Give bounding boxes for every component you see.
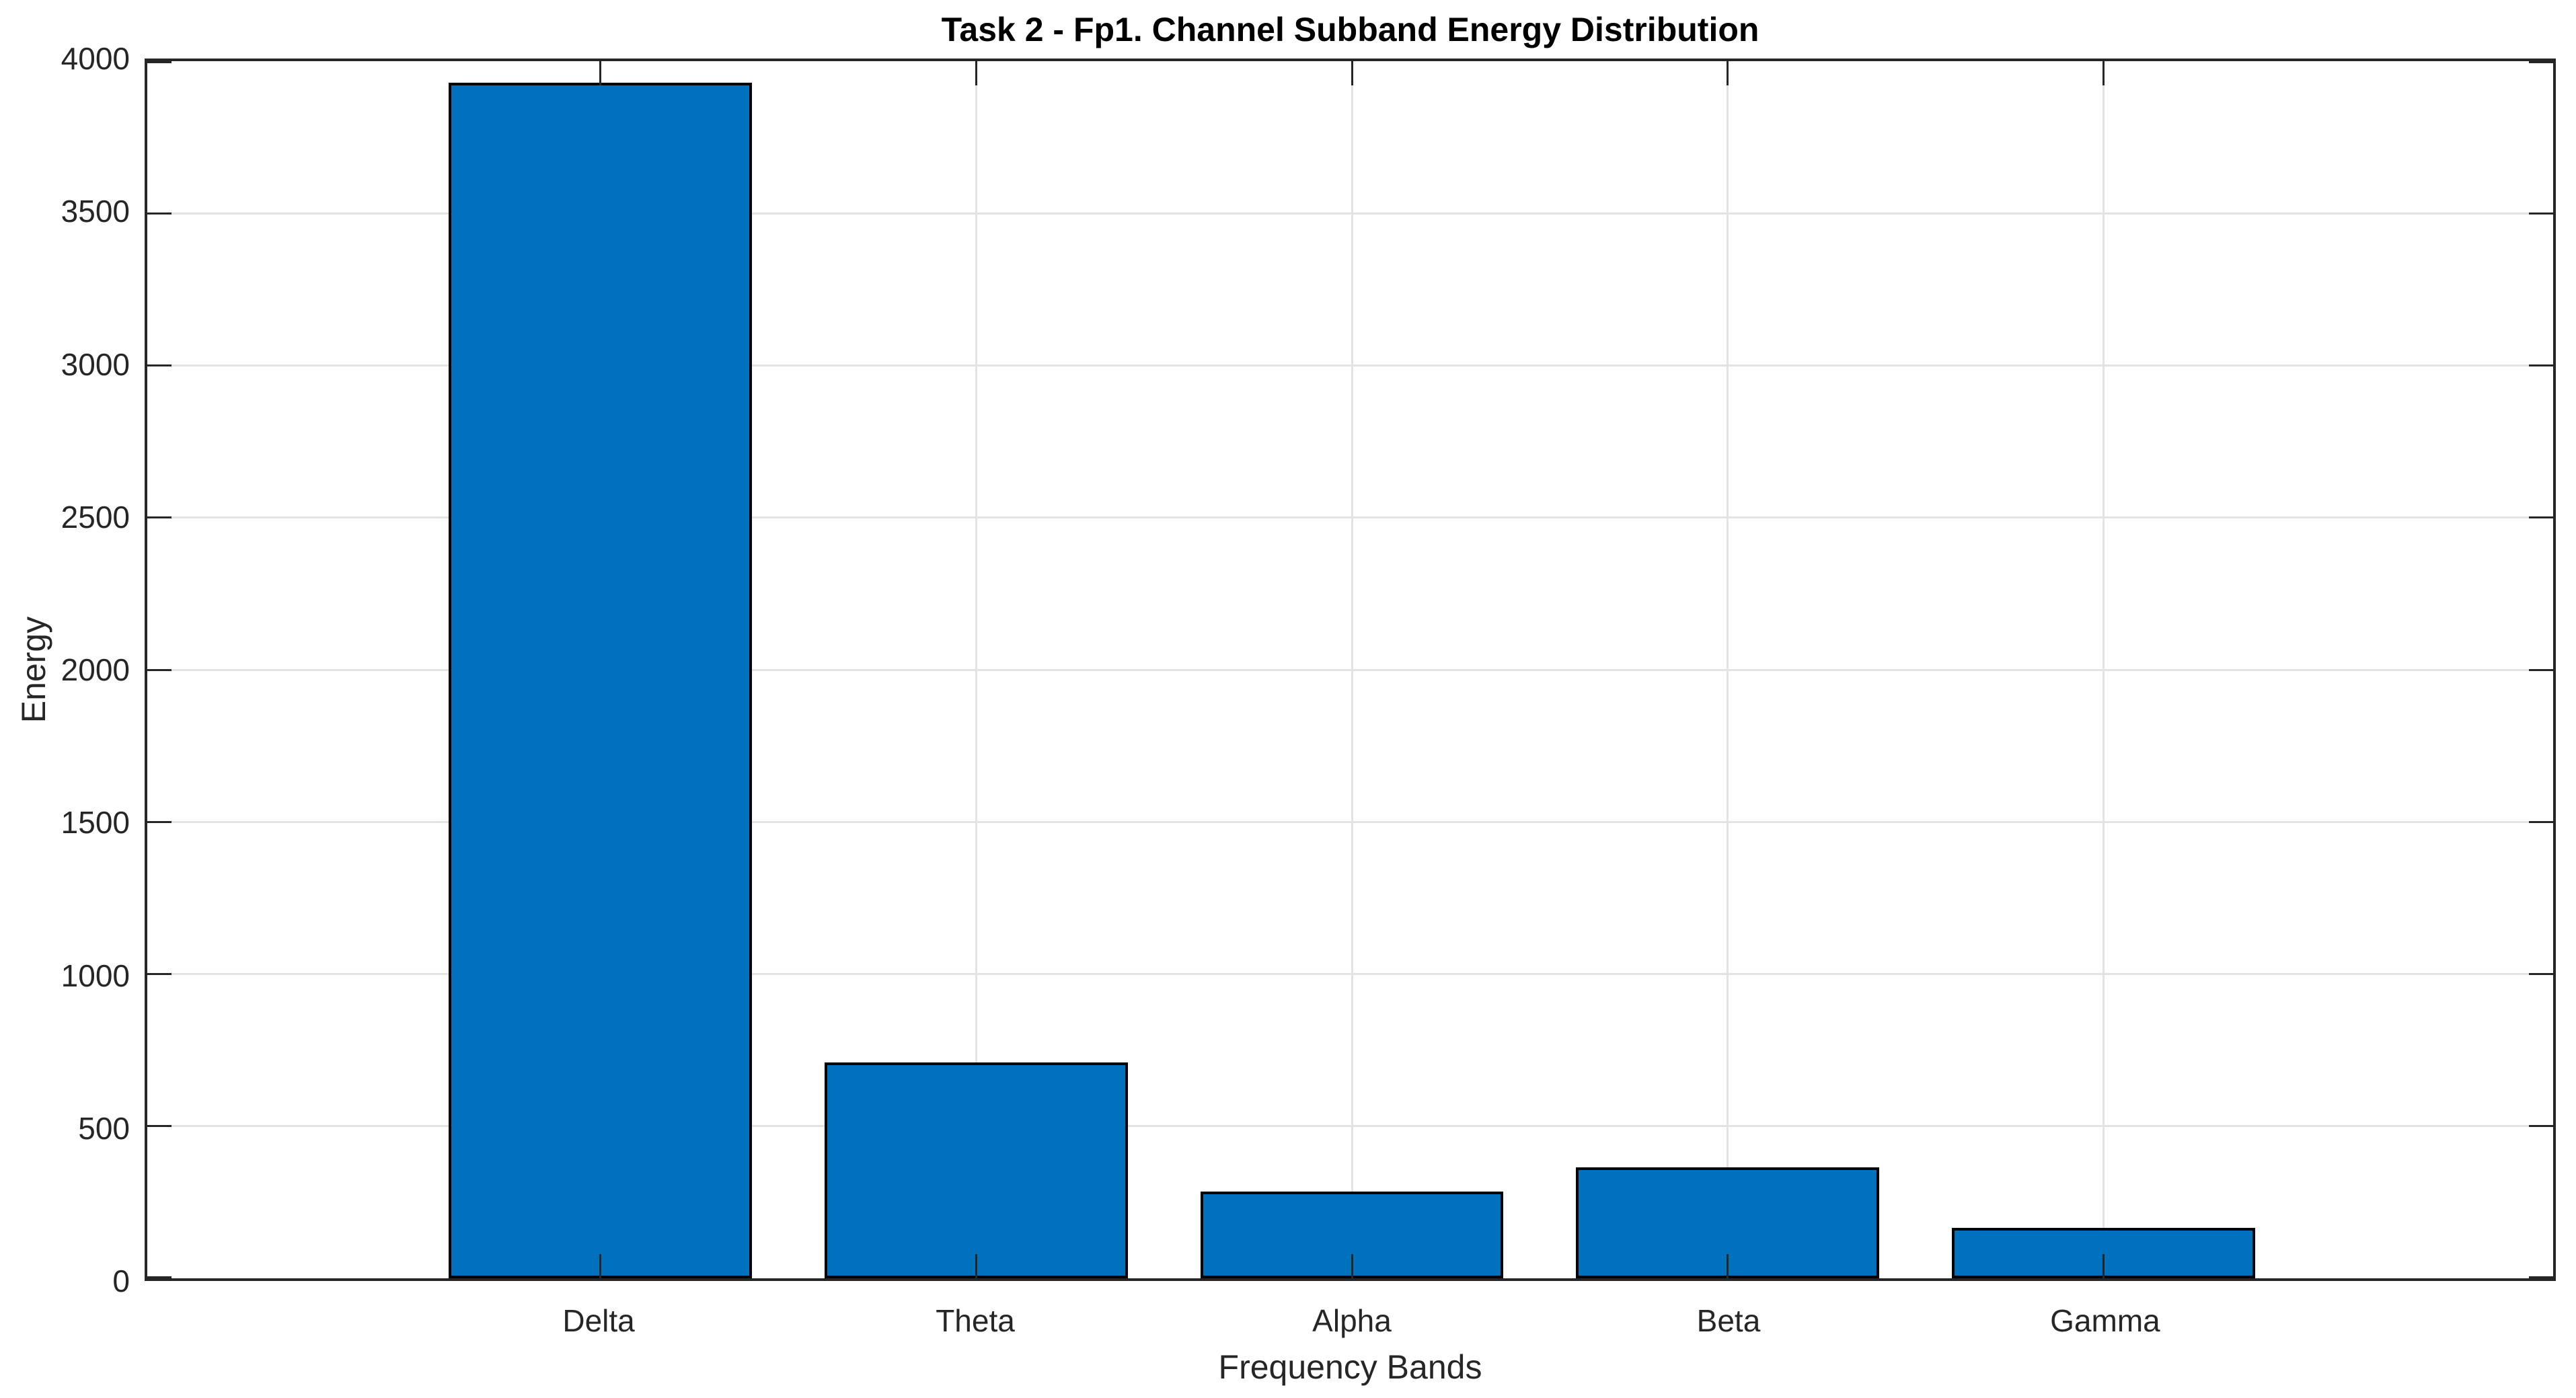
x-tick-top [599,61,602,85]
x-axis-label: Frequency Bands [1218,1348,1482,1386]
x-gridline [1351,61,1353,1278]
y-tick-label: 2000 [61,652,130,687]
y-gridline [147,1125,2553,1128]
y-tick-left [147,1125,172,1128]
y-gridline [147,364,2553,366]
y-tick-label: 4000 [61,41,130,76]
x-tick-bottom [2102,1254,2105,1278]
y-tick-left [147,973,172,975]
x-tick-bottom [975,1254,977,1278]
y-tick-left [147,1276,172,1278]
x-tick-bottom [599,1254,602,1278]
y-tick-label: 500 [78,1110,130,1146]
y-tick-label: 1000 [61,958,130,993]
x-gridline [1727,61,1729,1278]
x-tick-top [1727,61,1729,85]
chart-title: Task 2 - Fp1. Channel Subband Energy Dis… [941,11,1759,48]
x-gridline [2102,61,2105,1278]
x-tick-label-beta: Beta [1696,1303,1761,1338]
x-tick-top [2102,61,2105,85]
y-gridline [147,973,2553,975]
bar-delta [449,82,752,1278]
y-tick-label: 3500 [61,194,130,229]
y-gridline [147,516,2553,519]
y-tick-label: 2500 [61,499,130,535]
bar-theta [824,1062,1128,1278]
y-tick-right [2529,364,2553,366]
y-gridline [147,820,2553,823]
y-gridline [147,212,2553,215]
y-tick-left [147,820,172,823]
y-tick-left [147,668,172,671]
y-tick-left [147,61,172,63]
plot-area [145,59,2556,1281]
y-tick-right [2529,1276,2553,1278]
x-tick-label-theta: Theta [936,1303,1015,1338]
y-tick-label: 3000 [61,346,130,382]
x-tick-bottom [1727,1254,1729,1278]
y-gridline [147,668,2553,671]
y-tick-right [2529,820,2553,823]
y-tick-right [2529,1125,2553,1128]
x-tick-label-alpha: Alpha [1312,1303,1392,1338]
x-tick-top [975,61,977,85]
x-tick-label-delta: Delta [562,1303,635,1338]
y-tick-right [2529,212,2553,215]
y-tick-right [2529,973,2553,975]
bar-alpha [1200,1192,1504,1278]
y-tick-label: 0 [112,1264,130,1298]
y-tick-left [147,212,172,215]
x-tick-top [1351,61,1353,85]
x-tick-bottom [1351,1254,1353,1278]
y-tick-label: 1500 [61,805,130,841]
y-tick-right [2529,516,2553,519]
x-tick-label-gamma: Gamma [2050,1303,2160,1338]
y-tick-right [2529,61,2553,63]
x-gridline [975,61,977,1278]
y-tick-left [147,516,172,519]
y-tick-left [147,364,172,366]
y-tick-right [2529,668,2553,671]
